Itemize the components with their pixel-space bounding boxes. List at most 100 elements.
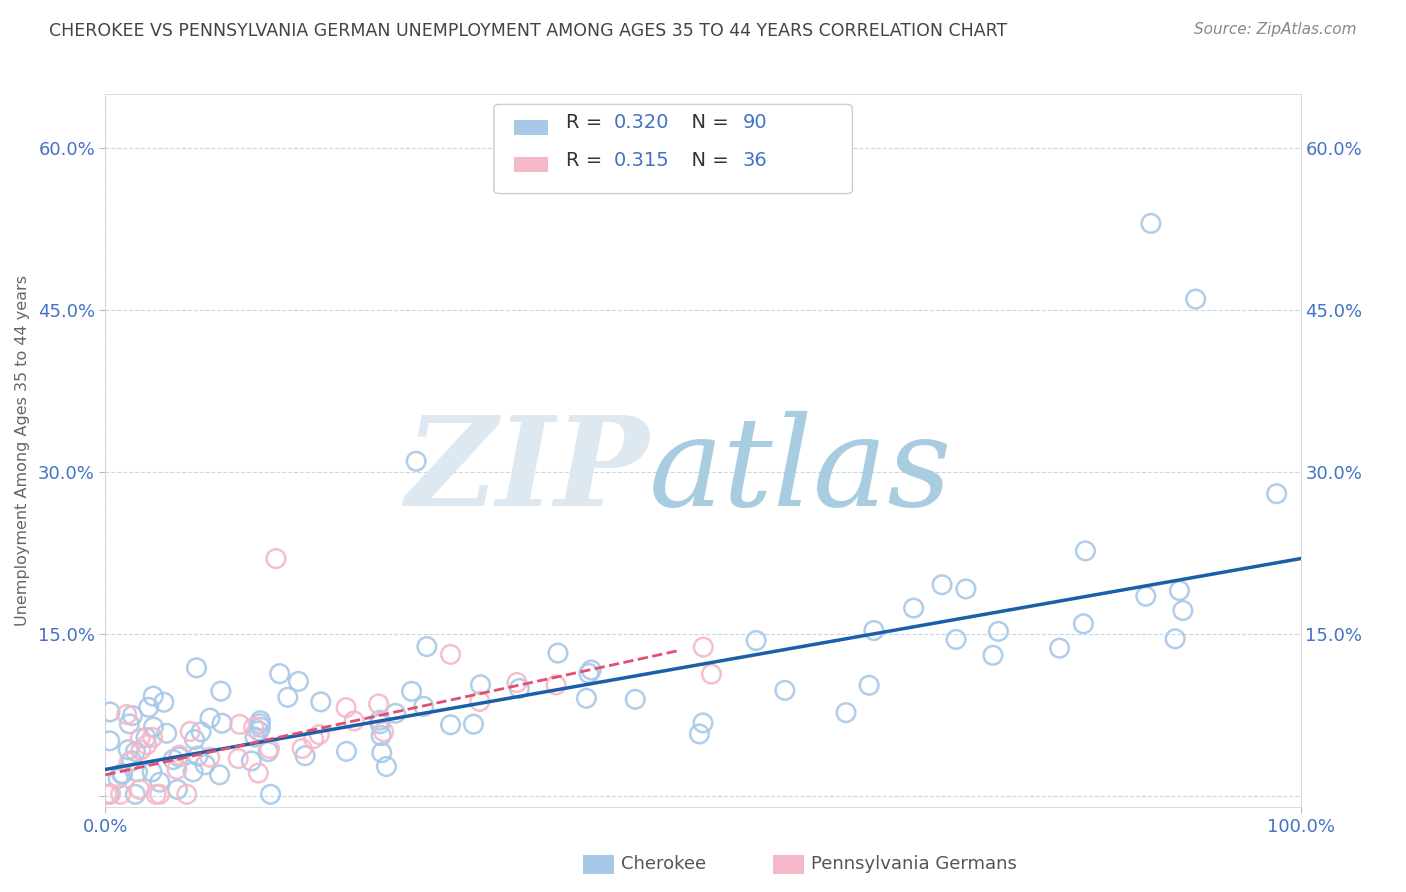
Point — [183, 732, 205, 747]
Point — [370, 729, 392, 743]
Point — [208, 768, 231, 782]
Text: ZIP: ZIP — [405, 411, 650, 533]
Point — [129, 731, 152, 746]
Point — [117, 742, 139, 756]
Point — [194, 757, 217, 772]
Text: Pennsylvania Germans: Pennsylvania Germans — [811, 855, 1017, 873]
Point — [343, 714, 366, 728]
Point — [264, 551, 287, 566]
Point — [384, 706, 406, 721]
Point — [308, 728, 330, 742]
Point — [247, 724, 270, 739]
Point — [249, 716, 271, 731]
Point — [135, 738, 157, 752]
Point — [179, 724, 201, 739]
Point — [375, 759, 398, 773]
Point — [468, 694, 491, 708]
FancyBboxPatch shape — [515, 120, 548, 135]
Text: atlas: atlas — [650, 411, 953, 533]
Point — [145, 787, 167, 801]
Point — [309, 695, 332, 709]
Point — [294, 748, 316, 763]
Point — [578, 666, 600, 681]
Point — [269, 666, 291, 681]
Point — [544, 678, 567, 692]
Point — [302, 731, 325, 746]
Point — [1049, 641, 1071, 656]
Point — [259, 787, 281, 801]
Point — [439, 718, 461, 732]
Text: 90: 90 — [742, 112, 768, 132]
Point — [335, 700, 357, 714]
Point — [98, 734, 121, 748]
Text: Source: ZipAtlas.com: Source: ZipAtlas.com — [1194, 22, 1357, 37]
Point — [100, 787, 122, 801]
Point — [692, 640, 714, 654]
Point — [700, 667, 723, 681]
Point — [1171, 603, 1194, 617]
Point — [257, 745, 280, 759]
Point — [118, 756, 141, 770]
Point — [107, 772, 129, 786]
Point — [187, 748, 209, 763]
Point — [110, 787, 132, 801]
Point — [142, 689, 165, 703]
Point — [149, 775, 172, 789]
Point — [211, 716, 233, 731]
Point — [166, 763, 188, 777]
Point — [624, 692, 647, 706]
Point — [367, 697, 389, 711]
Point — [1135, 589, 1157, 603]
Point — [368, 716, 391, 731]
Point — [96, 787, 118, 801]
Point — [121, 708, 143, 723]
Point — [931, 578, 953, 592]
FancyBboxPatch shape — [515, 157, 548, 172]
Text: 0.320: 0.320 — [613, 112, 669, 132]
Point — [169, 748, 191, 763]
Point — [981, 648, 1004, 663]
Point — [141, 764, 163, 779]
Point — [162, 753, 184, 767]
Point — [176, 787, 198, 801]
Point — [1164, 632, 1187, 646]
Point — [955, 582, 977, 596]
Text: N =: N = — [679, 151, 735, 169]
Point — [240, 754, 263, 768]
Point — [128, 782, 150, 797]
Point — [156, 726, 179, 740]
Point — [987, 624, 1010, 639]
Point — [115, 707, 138, 722]
Point — [575, 691, 598, 706]
FancyBboxPatch shape — [494, 104, 852, 194]
Point — [138, 700, 160, 714]
Point — [167, 750, 190, 764]
Point — [401, 684, 423, 698]
Point — [249, 720, 271, 734]
Point — [579, 663, 602, 677]
Point — [1184, 292, 1206, 306]
Point — [149, 787, 172, 801]
Point — [166, 782, 188, 797]
Text: CHEROKEE VS PENNSYLVANIA GERMAN UNEMPLOYMENT AMONG AGES 35 TO 44 YEARS CORRELATI: CHEROKEE VS PENNSYLVANIA GERMAN UNEMPLOY… — [49, 22, 1008, 40]
Y-axis label: Unemployment Among Ages 35 to 44 years: Unemployment Among Ages 35 to 44 years — [14, 275, 30, 626]
Point — [368, 713, 391, 727]
Point — [439, 648, 461, 662]
Point — [508, 681, 530, 696]
Point — [127, 764, 149, 779]
Point — [229, 717, 252, 731]
Point — [153, 695, 176, 709]
Point — [181, 764, 204, 779]
Point — [858, 678, 880, 692]
Point — [259, 741, 281, 756]
Point — [373, 724, 395, 739]
Point — [242, 720, 264, 734]
Point — [688, 727, 710, 741]
Point — [547, 646, 569, 660]
Point — [287, 674, 309, 689]
Point — [209, 684, 232, 698]
Point — [1140, 216, 1163, 230]
Point — [291, 741, 314, 756]
Point — [186, 661, 208, 675]
Text: R =: R = — [565, 151, 607, 169]
